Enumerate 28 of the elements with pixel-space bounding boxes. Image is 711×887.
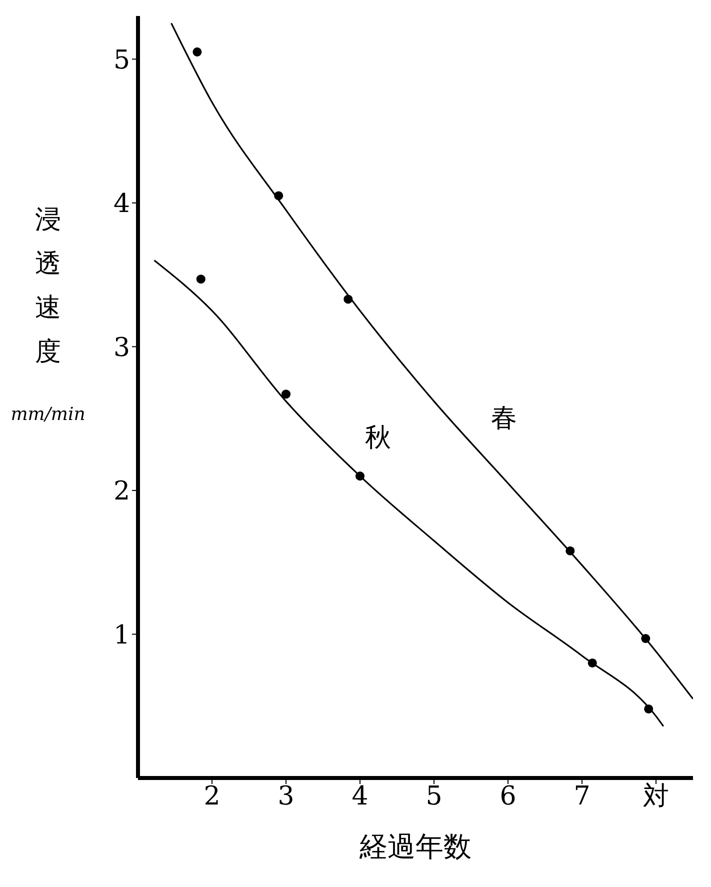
point — [566, 546, 575, 556]
line-series — [170, 22, 693, 700]
point — [196, 274, 206, 284]
x-tick-label: 4 — [352, 781, 368, 812]
point — [355, 472, 365, 481]
y-tick-label: 5 — [113, 45, 130, 76]
x-tick-label: 6 — [500, 781, 516, 812]
x-tick-label: 3 — [278, 781, 294, 812]
point — [281, 390, 291, 399]
line-series — [153, 260, 664, 728]
point — [192, 47, 202, 56]
series-label: 秋 — [365, 423, 391, 454]
point — [344, 294, 353, 304]
x-tick-label: 2 — [204, 781, 220, 812]
point — [641, 634, 650, 644]
point — [274, 191, 284, 200]
point — [588, 658, 597, 668]
y-tick-label: 2 — [113, 476, 130, 507]
y-tick-label: 4 — [113, 189, 130, 220]
x-tick-label: 7 — [574, 781, 590, 812]
series-label: 春 — [491, 403, 517, 434]
text: 浸透速度 mm/min — [10, 205, 86, 425]
x-tick-label: 対 — [643, 781, 669, 812]
x-tick-label: 5 — [426, 781, 442, 812]
x-axis-title: 経過年数 — [358, 830, 472, 863]
point — [644, 704, 654, 714]
y-tick-label: 3 — [113, 332, 130, 363]
y-tick-label: 1 — [113, 620, 130, 650]
